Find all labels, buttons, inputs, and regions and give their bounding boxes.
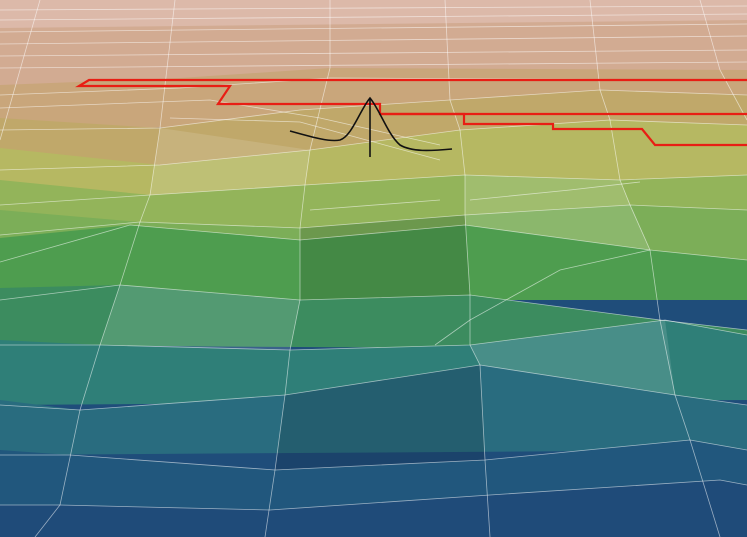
band-deepblue	[0, 480, 747, 537]
band-green	[0, 225, 747, 300]
peak-marker[interactable]	[289, 96, 453, 157]
band-tealblue	[0, 365, 747, 455]
